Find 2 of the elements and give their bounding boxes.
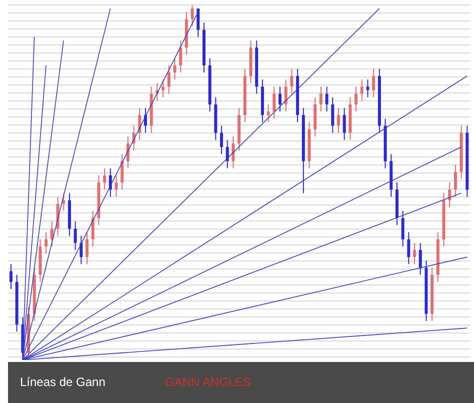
text: GANN ANGLES xyxy=(165,375,252,389)
text: Líneas de Gann xyxy=(20,375,106,389)
